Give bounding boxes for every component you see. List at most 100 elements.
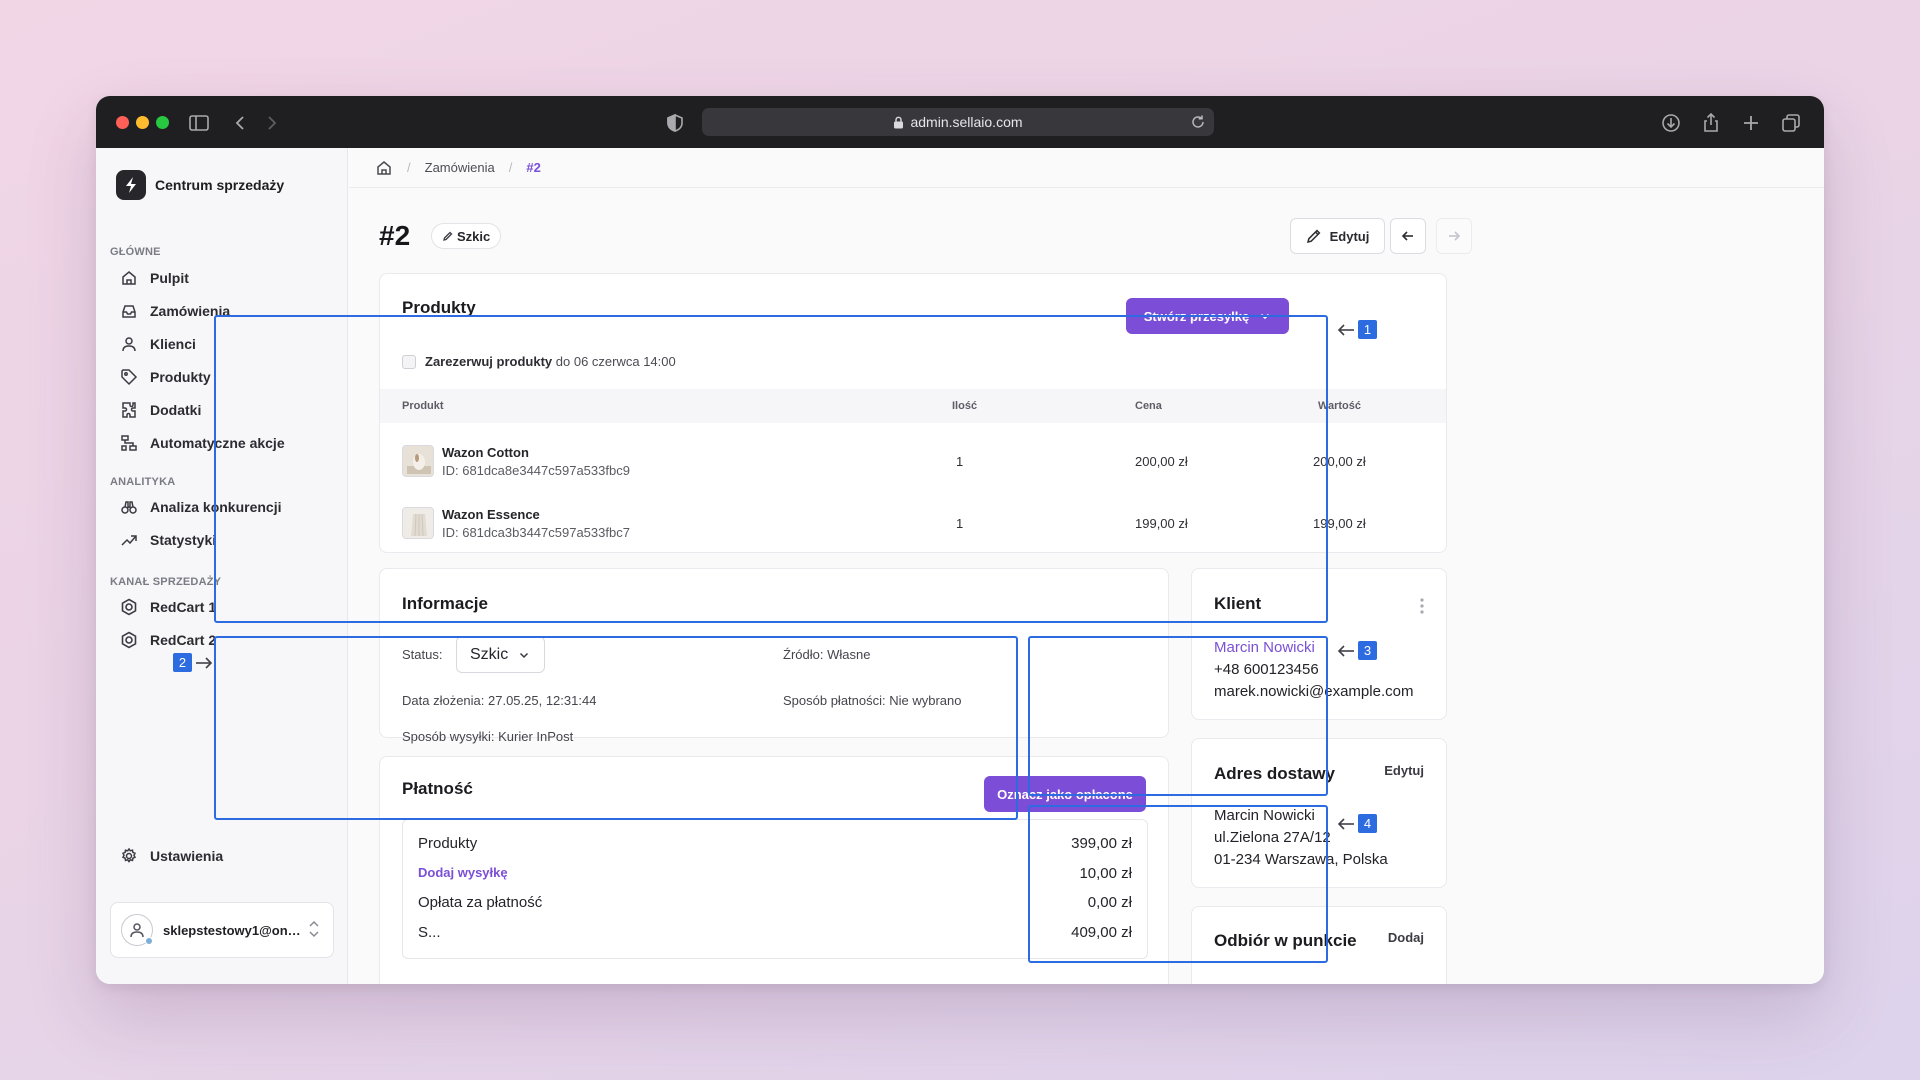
sidebar-item-automations[interactable]: Automatyczne akcje: [110, 428, 334, 458]
sidebar-item-redcart-1[interactable]: RedCart 1: [110, 592, 334, 622]
column-header-price: Cena: [1135, 400, 1162, 412]
sidebar-item-addons[interactable]: Dodatki: [110, 395, 334, 425]
shipping-address-card: Adres dostawy Edytuj Marcin Nowicki ul.Z…: [1191, 738, 1447, 888]
url-text: admin.sellaio.com: [910, 114, 1023, 130]
client-name-link[interactable]: Marcin Nowicki: [1214, 639, 1315, 656]
mark-as-paid-button[interactable]: Oznacz jako opłacone: [984, 776, 1146, 812]
product-thumbnail: [402, 445, 434, 477]
arrow-left-icon: [1337, 818, 1354, 830]
payment-row-value: 399,00 zł: [1071, 835, 1132, 852]
channel-icon: [121, 598, 137, 616]
reload-icon[interactable]: [1190, 114, 1206, 130]
forward-icon[interactable]: [260, 112, 282, 134]
tab-overview-icon[interactable]: [1780, 112, 1802, 134]
table-row[interactable]: Wazon Cotton ID: 681dca8e3447c597a533fbc…: [380, 428, 1446, 490]
address-bar[interactable]: admin.sellaio.com: [702, 108, 1214, 136]
sidebar-item-label: Zamówienia: [150, 303, 231, 319]
reserve-checkbox[interactable]: [402, 354, 416, 369]
information-card-title: Informacje: [402, 594, 488, 613]
downloads-icon[interactable]: [1660, 112, 1682, 134]
client-card-title: Klient: [1214, 594, 1262, 613]
product-name[interactable]: Wazon Cotton: [442, 445, 529, 460]
reserve-products-option[interactable]: Zarezerwuj produkty do 06 czerwca 14:00: [402, 354, 676, 369]
client-email: marek.nowicki@example.com: [1214, 683, 1414, 700]
sidebar-toggle-icon[interactable]: [188, 112, 210, 134]
payment-method: Sposób płatności: Nie wybrano: [783, 693, 962, 708]
sidebar-item-label: Ustawienia: [150, 848, 224, 864]
sidebar-item-orders[interactable]: Zamówienia: [110, 296, 334, 326]
sellaio-logo-icon: [116, 170, 146, 200]
payment-row-value: 0,00 zł: [1087, 894, 1132, 911]
tag-icon: [121, 369, 138, 386]
column-header-quantity: Ilość: [952, 400, 978, 412]
product-price: 200,00 zł: [1135, 454, 1188, 469]
column-header-value: Wartość: [1318, 400, 1361, 412]
edit-address-link[interactable]: Edytuj: [1384, 763, 1424, 778]
create-shipment-button[interactable]: Stwórz przesyłkę: [1126, 298, 1289, 334]
breadcrumb-separator: /: [407, 160, 411, 175]
maximize-window-button[interactable]: [156, 116, 169, 129]
status-select-value: Szkic: [470, 645, 509, 663]
column-header-product: Produkt: [402, 400, 444, 412]
breadcrumb-current: #2: [526, 160, 541, 175]
sidebar-item-label: Automatyczne akcje: [150, 435, 285, 451]
nav-section-sales-channel: KANAŁ SPRZEDAŻY: [110, 576, 222, 588]
payment-row-products: Produkty 399,00 zł: [418, 835, 1132, 852]
product-quantity: 1: [956, 516, 964, 531]
brand-name: Centrum sprzedaży: [155, 177, 285, 193]
sidebar-item-settings[interactable]: Ustawienia: [110, 841, 334, 871]
sidebar-item-competition[interactable]: Analiza konkurencji: [110, 492, 334, 522]
edit-order-label: Edytuj: [1329, 228, 1370, 244]
browser-window: admin.sellaio.com Centrum sprzedaży GŁÓW…: [96, 96, 1824, 984]
lock-icon: [894, 116, 904, 128]
new-tab-icon[interactable]: [1740, 112, 1762, 134]
reserve-text: Zarezerwuj produkty do 06 czerwca 14:00: [425, 354, 676, 369]
payment-card-title: Płatność: [402, 779, 473, 798]
add-pickup-point-link[interactable]: Dodaj: [1387, 930, 1424, 945]
privacy-shield-icon[interactable]: [664, 112, 686, 134]
pencil-icon: [1306, 229, 1321, 244]
mark-as-paid-label: Oznacz jako opłacone: [997, 786, 1133, 802]
inbox-icon: [122, 305, 136, 318]
create-shipment-label: Stwórz przesyłkę: [1143, 308, 1250, 324]
minimize-window-button[interactable]: [136, 116, 149, 129]
sidebar-item-products[interactable]: Produkty: [110, 362, 334, 392]
close-window-button[interactable]: [116, 116, 129, 129]
sidebar-item-dashboard[interactable]: Pulpit: [110, 263, 334, 293]
products-card: Produkty Stwórz przesyłkę Zarezerwuj pro…: [379, 273, 1447, 553]
arrow-left-icon: [1401, 231, 1413, 241]
table-row[interactable]: Wazon Essence ID: 681dca3b3447c597a533fb…: [380, 490, 1446, 552]
next-order-button[interactable]: [1436, 218, 1472, 254]
previous-order-button[interactable]: [1390, 218, 1426, 254]
payment-row-value: 10,00 zł: [1079, 865, 1132, 882]
pencil-icon: [443, 231, 453, 241]
back-icon[interactable]: [230, 112, 252, 134]
account-switcher[interactable]: sklepstestowy1@onet...: [110, 902, 334, 958]
product-name[interactable]: Wazon Essence: [442, 507, 540, 522]
edit-order-button[interactable]: Edytuj: [1290, 218, 1385, 254]
shipping-address-title: Adres dostawy: [1214, 764, 1335, 783]
pickup-point-title: Odbiór w punkcie: [1214, 931, 1357, 950]
puzzle-icon: [122, 402, 136, 418]
user-icon: [122, 337, 136, 352]
client-phone: +48 600123456: [1214, 661, 1319, 678]
sidebar-item-redcart-2[interactable]: RedCart 2: [110, 625, 334, 655]
product-id: ID: 681dca8e3447c597a533fbc9: [442, 463, 630, 478]
status-label: Status:: [402, 647, 443, 662]
chevron-down-icon: [1261, 313, 1270, 320]
payment-row-label: Produkty: [418, 835, 478, 852]
home-icon[interactable]: [375, 159, 393, 177]
payment-row-fee: Opłata za płatność 0,00 zł: [418, 894, 1132, 911]
status-select[interactable]: Szkic: [456, 636, 545, 673]
more-options-icon[interactable]: [1420, 597, 1424, 615]
sidebar-item-customers[interactable]: Klienci: [110, 329, 334, 359]
share-icon[interactable]: [1700, 112, 1722, 134]
add-shipping-link[interactable]: Dodaj wysyłkę: [418, 865, 508, 880]
brand[interactable]: Centrum sprzedaży: [116, 170, 284, 200]
sidebar: Centrum sprzedaży GŁÓWNE Pulpit Zamówien…: [96, 148, 348, 984]
address-line: Marcin Nowicki: [1214, 807, 1315, 824]
sidebar-item-statistics[interactable]: Statystyki: [110, 525, 334, 555]
arrow-left-icon: [1337, 645, 1354, 657]
online-status-dot: [145, 937, 153, 945]
breadcrumb-orders[interactable]: Zamówienia: [424, 160, 495, 175]
